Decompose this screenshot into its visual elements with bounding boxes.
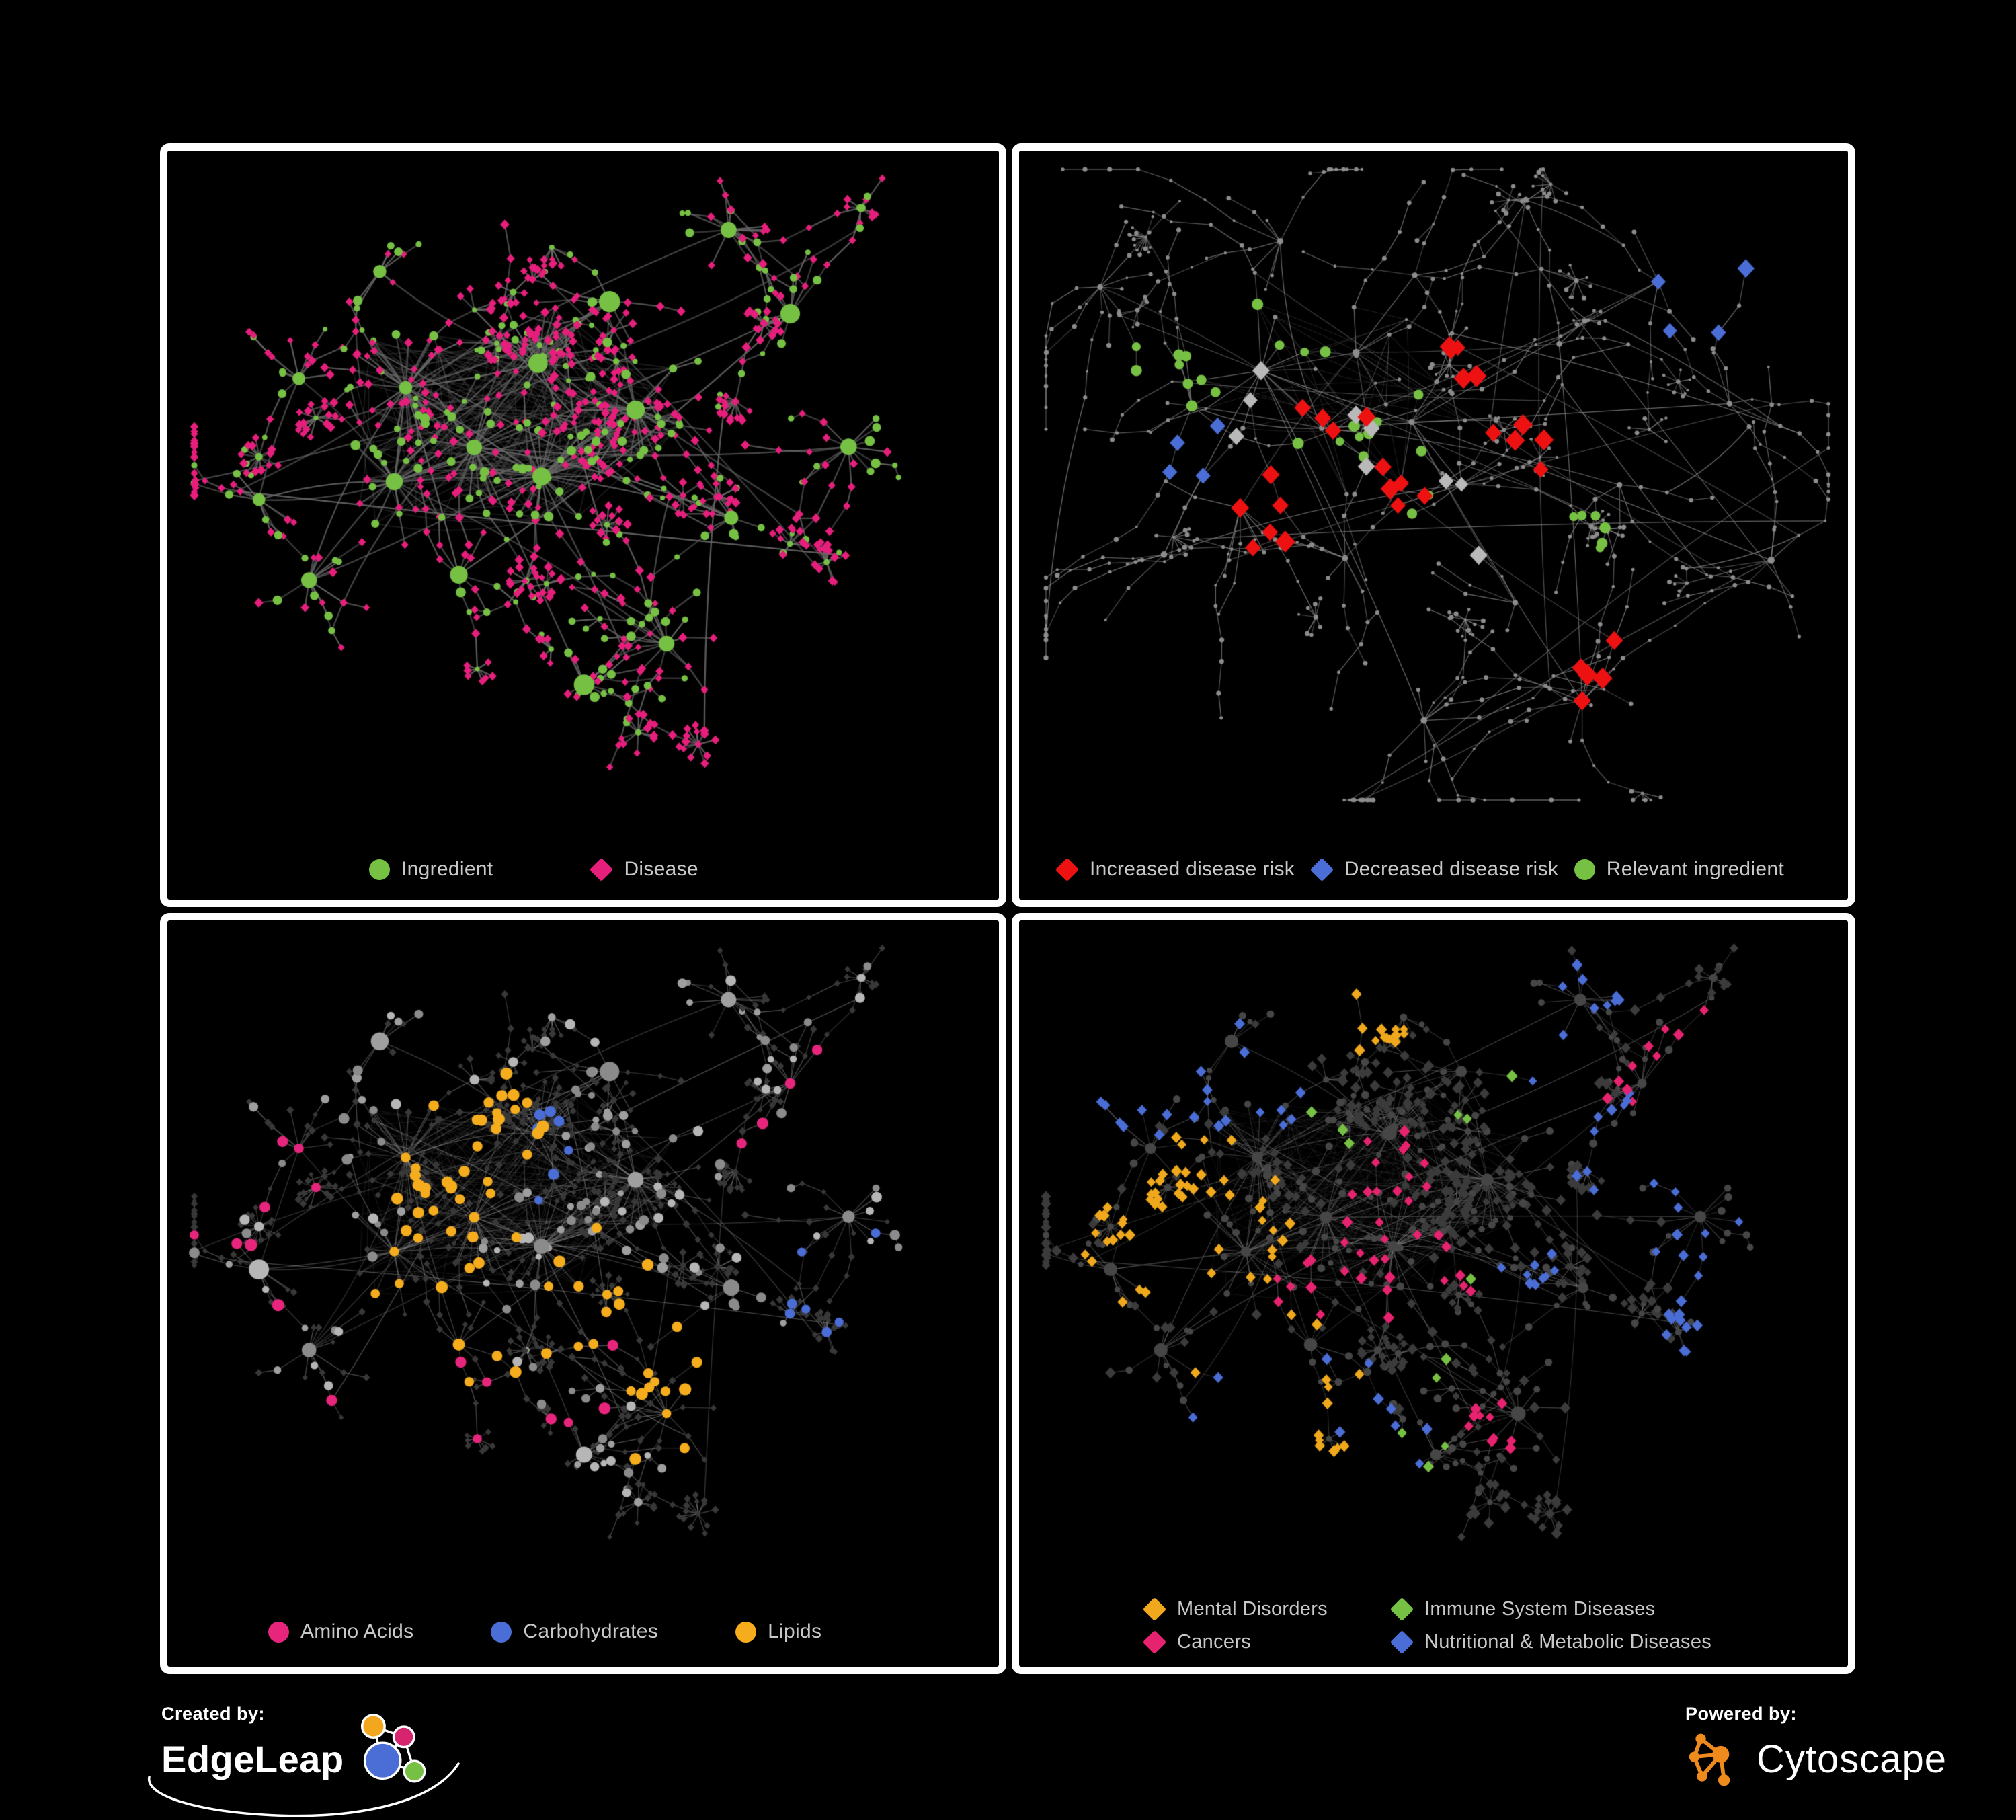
edgeleap-name: EdgeLeap — [161, 1738, 344, 1780]
decreased-risk-marker-icon — [1309, 857, 1334, 881]
disease-marker-icon — [590, 857, 614, 881]
legend-label-lipids: Lipids — [768, 1620, 822, 1643]
legend-label-immune-system-diseases: Immune System Diseases — [1424, 1598, 1656, 1620]
legend-item-lipids: Lipids — [735, 1620, 821, 1643]
created-by-label: Created by: — [161, 1704, 266, 1724]
edgeleap-branding: Created by: EdgeLeap — [148, 1704, 460, 1817]
legend-item-decreased-risk: Decreased disease risk — [1309, 857, 1559, 881]
legend-label-disease: Disease — [624, 858, 698, 880]
relevant-ingredient-marker-icon — [1574, 859, 1595, 880]
legend-nutrient-categories: Amino Acids Carbohydrates Lipids — [167, 1620, 999, 1643]
legend-label-mental-disorders: Mental Disorders — [1177, 1598, 1328, 1620]
legend-label-amino-acids: Amino Acids — [300, 1620, 414, 1643]
panel-disease-categories: Mental Disorders Immune System Diseases … — [1012, 913, 1855, 1674]
immune-system-diseases-marker-icon — [1389, 1597, 1414, 1622]
legend-item-immune-system-diseases: Immune System Diseases — [1389, 1597, 1711, 1622]
panel-nutrient-categories: Amino Acids Carbohydrates Lipids — [160, 913, 1006, 1674]
legend-item-ingredient: Ingredient — [369, 858, 493, 881]
legend-item-nutritional-metabolic-diseases: Nutritional & Metabolic Diseases — [1389, 1630, 1712, 1655]
amino-acids-marker-icon — [268, 1621, 289, 1643]
network-canvas-nutrient-categories — [167, 920, 999, 1667]
legend-item-cancers: Cancers — [1142, 1630, 1391, 1655]
legend-label-relevant-ingredient: Relevant ingredient — [1606, 858, 1784, 880]
legend-item-disease: Disease — [590, 857, 698, 881]
mental-disorders-marker-icon — [1142, 1597, 1167, 1622]
legend-item-carbohydrates: Carbohydrates — [491, 1620, 658, 1643]
increased-risk-marker-icon — [1055, 857, 1080, 881]
network-canvas-disease-categories — [1019, 920, 1848, 1667]
legend-item-relevant-ingredient: Relevant ingredient — [1574, 858, 1784, 881]
nutritional-metabolic-diseases-marker-icon — [1389, 1630, 1414, 1655]
panel-ingredient-disease: Ingredient Disease — [160, 143, 1006, 907]
legend-disease-categories: Mental Disorders Immune System Diseases … — [1142, 1597, 1712, 1655]
cytoscape-logo-icon — [1689, 1733, 1730, 1786]
network-canvas-disease-risk — [1019, 151, 1848, 900]
legend-item-mental-disorders: Mental Disorders — [1142, 1597, 1391, 1622]
legend-disease-risk: Increased disease risk Decreased disease… — [1019, 857, 1848, 881]
legend-label-ingredient: Ingredient — [401, 858, 493, 880]
legend-label-cancers: Cancers — [1177, 1631, 1252, 1653]
carbohydrates-marker-icon — [491, 1621, 512, 1643]
legend-label-nutritional-metabolic-diseases: Nutritional & Metabolic Diseases — [1424, 1631, 1712, 1653]
ingredient-marker-icon — [369, 859, 390, 880]
cytoscape-name: Cytoscape — [1757, 1737, 1947, 1781]
panel-disease-risk: Increased disease risk Decreased disease… — [1012, 143, 1855, 907]
legend-label-decreased-risk: Decreased disease risk — [1344, 858, 1559, 880]
legend-ingredient-disease: Ingredient Disease — [167, 857, 999, 881]
cancers-marker-icon — [1142, 1630, 1167, 1655]
edgeleap-logo-icon — [360, 1714, 426, 1783]
legend-item-increased-risk: Increased disease risk — [1055, 857, 1295, 881]
cytoscape-branding: Powered by: Cytoscape — [1685, 1704, 1947, 1792]
powered-by-label: Powered by: — [1685, 1704, 1798, 1724]
legend-label-carbohydrates: Carbohydrates — [523, 1620, 659, 1643]
lipids-marker-icon — [735, 1621, 757, 1643]
legend-item-amino-acids: Amino Acids — [268, 1620, 413, 1643]
network-canvas-ingredient-disease — [167, 151, 999, 900]
legend-label-increased-risk: Increased disease risk — [1090, 858, 1295, 880]
